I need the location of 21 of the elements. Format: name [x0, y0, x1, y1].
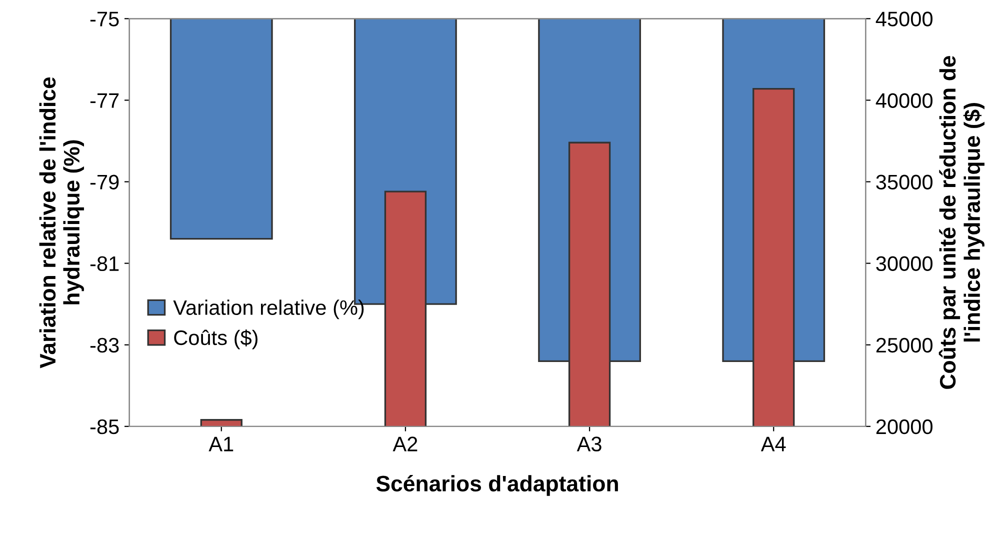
y-tick-label: -83	[90, 338, 119, 353]
x-tick-label: A3	[576, 436, 602, 452]
x-tick-label: A1	[208, 436, 234, 452]
y2-axis-title: Coûts par unité de réduction de l'indice hydraulique ($)	[938, 56, 984, 389]
x-tick-label: A4	[760, 436, 786, 452]
y-tick-label: -85	[90, 419, 119, 434]
y2-tick-label: 45000	[876, 12, 932, 26]
y2-tick-label: 35000	[876, 174, 932, 190]
y-tick-label: -79	[90, 174, 119, 190]
y2-tick-label: 25000	[876, 338, 932, 353]
x-axis-title: Scénarios d'adaptation	[376, 474, 618, 496]
y-tick-label: -75	[90, 12, 119, 26]
y-tick-label: -77	[90, 93, 119, 108]
legend-label: Variation relative (%)	[173, 300, 364, 320]
y-axis-title: Variation relative de l'indice hydraulique (%)	[39, 77, 84, 368]
y2-tick-label: 30000	[876, 256, 932, 272]
y2-tick-label: 20000	[876, 419, 932, 434]
legend-label: Coûts ($)	[174, 330, 258, 350]
y-tick-label: -81	[90, 256, 119, 272]
y2-tick-label: 40000	[876, 93, 932, 108]
x-tick-label: A2	[392, 436, 418, 452]
